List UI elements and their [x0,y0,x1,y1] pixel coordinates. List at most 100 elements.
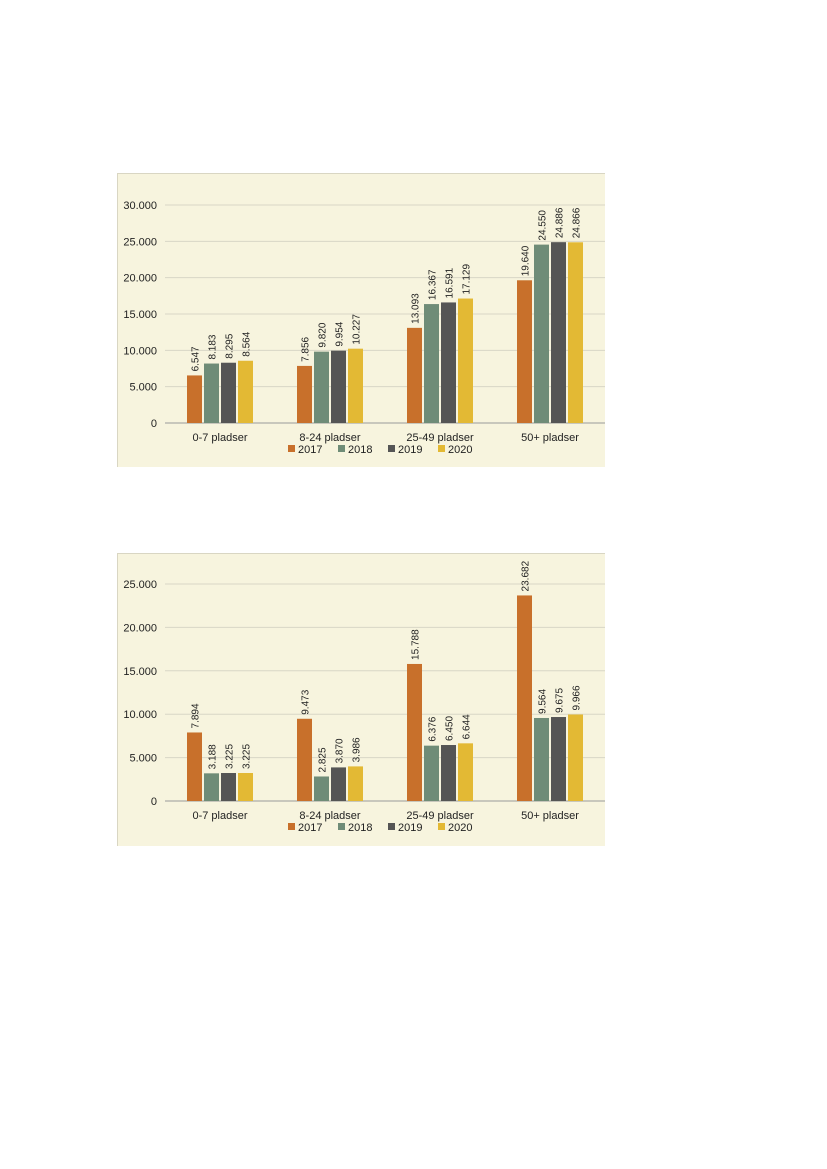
data-label: 9.966 [572,685,583,710]
legend-swatch-2020 [438,823,445,830]
bar-2019-4 [551,717,566,801]
data-label: 13.093 [411,293,422,324]
legend-swatch-2017 [288,445,295,452]
legend-swatch-2020 [438,445,445,452]
data-label: 9.820 [318,322,329,347]
y-tick-label: 15.000 [123,666,157,678]
bar-2018-1 [204,363,219,423]
data-label: 9.473 [301,689,312,714]
data-label: 3.188 [208,744,219,769]
bar-2020-4 [568,714,583,801]
bar-2017-1 [187,732,202,801]
legend-swatch-2019 [388,445,395,452]
bar-2018-2 [314,351,329,423]
bar-2018-3 [424,745,439,801]
data-label: 8.564 [242,331,253,356]
bar-2018-4 [534,717,549,801]
legend-label: 2018 [348,444,372,456]
data-label: 24.866 [572,207,583,238]
category-label: 50+ pladser [521,810,579,822]
bar-2018-3 [424,304,439,423]
data-label: 8.183 [208,334,219,359]
data-label: 9.954 [335,321,346,346]
data-label: 16.591 [445,267,456,298]
chart-2: 0 5.000 10.000 15.000 20.000 25.000 7.894 3.188… [117,553,605,846]
category-label: 25-49 pladser [406,810,474,822]
bar-2019-1 [221,362,236,423]
data-label: 6.644 [462,714,473,739]
data-label: 7.856 [301,336,312,361]
data-label: 6.450 [445,716,456,741]
legend-label: 2017 [298,822,322,834]
bar-2019-2 [331,767,346,801]
legend-label: 2017 [298,444,322,456]
y-tick-label: 30.000 [123,200,157,212]
category-label: 25-49 pladser [406,432,474,444]
bar-2019-3 [441,302,456,423]
data-label: 19.640 [521,245,532,276]
legend-swatch-2018 [338,445,345,452]
y-tick-label: 15.000 [123,309,157,321]
y-tick-label: 20.000 [123,622,157,634]
y-tick-label: 0 [151,418,157,430]
data-label: 10.227 [352,314,363,345]
bar-2017-1 [187,375,202,423]
y-tick-label: 10.000 [123,345,157,357]
bar-2020-1 [238,360,253,423]
bar-2019-1 [221,773,236,801]
y-tick-label: 0 [151,796,157,808]
data-label: 16.367 [428,269,439,300]
data-label: 7.894 [191,703,202,728]
bar-2017-3 [407,663,422,801]
legend-label: 2020 [448,822,472,834]
data-label: 9.675 [555,688,566,713]
y-tick-label: 25.000 [123,236,157,248]
bar-2020-2 [348,766,363,801]
bar-2020-4 [568,242,583,423]
data-label: 9.564 [538,689,549,714]
category-label: 0-7 pladser [192,432,247,444]
bar-2018-2 [314,776,329,801]
category-label: 0-7 pladser [192,810,247,822]
legend-label: 2018 [348,822,372,834]
bar-2017-2 [297,365,312,423]
bar-2019-4 [551,242,566,423]
bar-2020-2 [348,348,363,423]
bar-2020-3 [458,298,473,423]
data-label: 24.886 [555,207,566,238]
legend-label: 2019 [398,444,422,456]
chart-1: 0 5.000 10.000 15.000 20.000 25.000 30.000 6.54… [117,173,605,467]
y-tick-label: 5.000 [129,382,157,394]
data-label: 24.550 [538,210,549,241]
category-label: 8-24 pladser [299,810,360,822]
data-label: 3.986 [352,737,363,762]
bar-2020-3 [458,743,473,801]
bar-2017-2 [297,718,312,801]
legend-label: 2020 [448,444,472,456]
data-label: 15.788 [411,629,422,660]
bar-2019-3 [441,745,456,801]
data-label: 3.225 [242,744,253,769]
bar-2017-4 [517,595,532,801]
data-label: 3.870 [335,738,346,763]
chart-1-svg: 0 5.000 10.000 15.000 20.000 25.000 30.000 6.54… [123,200,605,456]
bar-2017-4 [517,280,532,423]
bar-2018-4 [534,244,549,423]
legend-label: 2019 [398,822,422,834]
bar-2017-3 [407,327,422,423]
data-label: 3.225 [225,744,236,769]
y-tick-label: 20.000 [123,273,157,285]
data-label: 23.682 [521,560,532,591]
legend-swatch-2017 [288,823,295,830]
y-tick-label: 5.000 [129,753,157,765]
y-tick-label: 25.000 [123,579,157,591]
data-label: 6.547 [191,346,202,371]
bar-2020-1 [238,773,253,801]
chart-2-svg: 0 5.000 10.000 15.000 20.000 25.000 7.894 3.188… [123,560,605,834]
legend-swatch-2019 [388,823,395,830]
data-label: 8.295 [225,333,236,358]
category-label: 50+ pladser [521,432,579,444]
bar-2019-2 [331,350,346,423]
data-label: 2.825 [318,747,329,772]
data-label: 6.376 [428,716,439,741]
